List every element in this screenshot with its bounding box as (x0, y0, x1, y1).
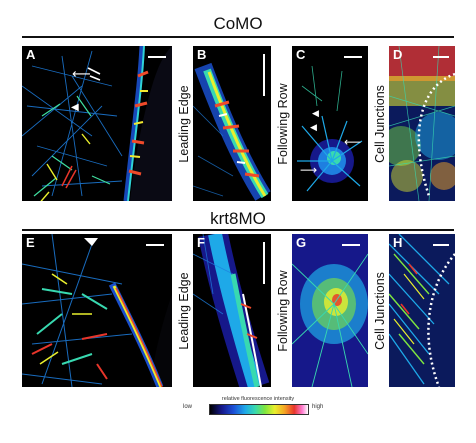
panel-c-image: C ◀ ◀ ⟵ ⟶ (292, 46, 368, 201)
panel-d-micrograph (389, 46, 455, 201)
panel-letter-b: B (197, 47, 207, 62)
scale-bar-b (263, 54, 265, 96)
scale-bar-g (342, 244, 360, 246)
panel-f-micrograph (193, 234, 270, 387)
arrow-icon: ⟵ (344, 135, 362, 149)
scale-bar-d (433, 56, 449, 58)
arrowhead-icon: ◀ (312, 108, 319, 118)
scale-bar-h (433, 244, 449, 246)
row-title-como: CoMO (213, 14, 263, 33)
panel-e-image: E (22, 234, 172, 387)
arrow-icon: ⟶ (300, 163, 318, 177)
arrowhead-icon: ◀ (310, 122, 317, 132)
side-label-cell-junctions: Cell Junctions (373, 271, 387, 350)
scale-bar-c (344, 56, 362, 58)
side-label-following-row: Following Row (276, 82, 290, 165)
scale-bar-e (146, 244, 164, 246)
row-divider-como (22, 36, 454, 38)
panel-a-micrograph (22, 46, 172, 201)
row-title-krt8mo: krt8MO (210, 209, 266, 228)
panel-letter-h: H (393, 235, 403, 250)
colorbar-high-label: high (312, 404, 324, 410)
panel-g-image: G (292, 234, 368, 387)
panel-g-micrograph (292, 234, 368, 387)
panel-letter-f: F (197, 235, 205, 250)
panel-d-image: D (389, 46, 455, 201)
scale-bar-a (148, 56, 166, 58)
colorbar-low-label: low (183, 404, 193, 410)
side-label-leading-edge: Leading Edge (177, 271, 191, 350)
panel-letter-a: A (26, 47, 36, 62)
side-label-leading-edge: Leading Edge (177, 84, 191, 163)
panel-letter-d: D (393, 47, 403, 62)
panel-letter-e: E (26, 235, 35, 250)
colorbar-title: relative fluorescence intensity (221, 396, 295, 402)
panel-letter-g: G (296, 235, 307, 250)
panel-a-image: A ⟵ ◀ (22, 46, 172, 201)
panel-f-image: F (193, 234, 271, 387)
scale-bar-f (263, 242, 265, 284)
side-label-following-row: Following Row (276, 269, 290, 352)
panel-e-micrograph (22, 234, 172, 387)
arrow-icon: ⟵ (72, 66, 91, 81)
panel-letter-c: C (296, 47, 306, 62)
side-label-cell-junctions: Cell Junctions (373, 84, 387, 163)
panel-h-micrograph (389, 234, 455, 387)
row-divider-krt8mo (22, 229, 454, 231)
panel-b-micrograph (193, 62, 271, 201)
colorbar-gradient (209, 404, 309, 415)
panel-b-image: B (193, 46, 271, 201)
panel-c-micrograph (297, 65, 363, 192)
panel-h-image: H (389, 234, 455, 387)
arrowhead-icon: ◀ (71, 102, 79, 113)
